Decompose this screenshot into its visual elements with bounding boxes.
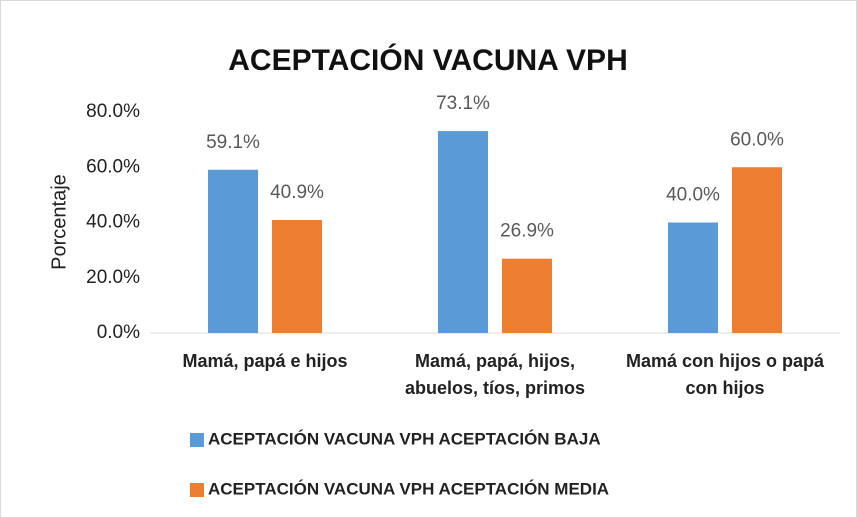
legend-label: ACEPTACIÓN VACUNA VPH ACEPTACIÓN MEDIA <box>208 479 609 498</box>
y-tick-label: 40.0% <box>86 212 140 233</box>
x-tick-label: Mamá, papá e hijos <box>182 351 348 371</box>
legend-swatch <box>190 433 204 447</box>
value-label: 59.1% <box>206 132 260 153</box>
x-tick-label: Mamá con hijos o papá con hijos <box>625 351 825 398</box>
bar <box>438 131 488 333</box>
y-tick-label: 80.0% <box>86 101 140 122</box>
legend-swatch <box>190 483 204 497</box>
y-tick-label: 0.0% <box>97 322 140 343</box>
chart-title: ACEPTACIÓN VACUNA VPH <box>228 43 627 77</box>
bar <box>502 258 552 333</box>
bar <box>208 169 258 333</box>
legend-label: ACEPTACIÓN VACUNA VPH ACEPTACIÓN BAJA <box>208 429 601 448</box>
value-label: 73.1% <box>436 93 490 114</box>
bar <box>668 222 718 333</box>
x-tick-label: Mamá, papá, hijos, abuelos, tíos, primos <box>404 351 586 398</box>
value-label: 40.0% <box>666 185 720 206</box>
value-label: 40.9% <box>270 182 324 203</box>
y-axis-label: Porcentaje <box>48 174 70 270</box>
value-label: 26.9% <box>500 221 554 242</box>
value-label: 60.0% <box>730 129 784 150</box>
y-tick-label: 60.0% <box>86 156 140 177</box>
bar <box>732 167 782 333</box>
y-tick-label: 20.0% <box>86 267 140 288</box>
bar <box>272 220 322 333</box>
